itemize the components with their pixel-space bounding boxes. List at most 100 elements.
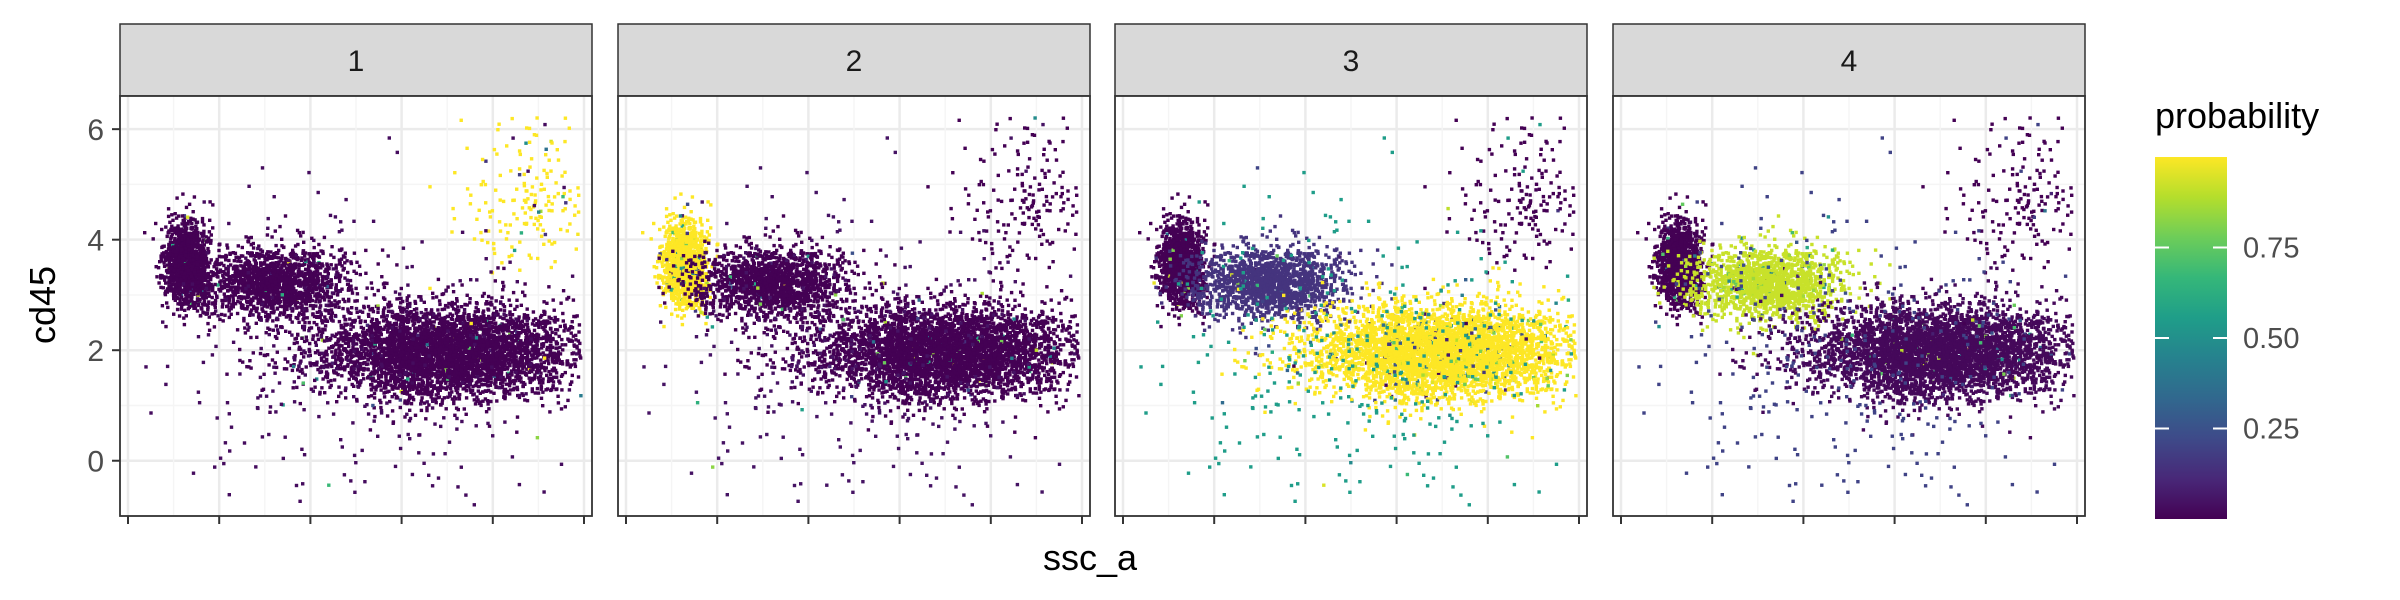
data-point bbox=[305, 316, 309, 320]
data-point bbox=[353, 299, 357, 303]
data-point bbox=[265, 319, 269, 323]
data-point bbox=[372, 293, 377, 297]
data-point bbox=[309, 270, 313, 274]
data-point bbox=[548, 321, 552, 325]
data-point bbox=[257, 256, 261, 260]
data-point bbox=[241, 272, 245, 277]
data-point bbox=[200, 272, 204, 277]
data-point bbox=[320, 287, 325, 291]
data-point bbox=[316, 315, 320, 319]
data-point bbox=[291, 267, 295, 271]
data-point bbox=[291, 251, 296, 255]
data-point bbox=[285, 277, 289, 281]
data-point bbox=[183, 228, 187, 232]
data-point bbox=[220, 286, 224, 291]
data-point bbox=[207, 291, 211, 296]
data-point bbox=[268, 267, 272, 272]
data-point bbox=[206, 305, 210, 310]
data-point bbox=[236, 274, 240, 278]
data-point bbox=[449, 302, 454, 307]
data-point bbox=[164, 324, 168, 329]
data-point bbox=[200, 260, 204, 264]
data-point bbox=[180, 295, 184, 299]
data-point bbox=[276, 264, 280, 269]
data-point bbox=[296, 296, 301, 300]
data-point bbox=[262, 254, 267, 258]
data-point bbox=[320, 274, 324, 279]
data-point bbox=[266, 299, 270, 303]
data-point bbox=[162, 261, 166, 265]
data-point bbox=[312, 258, 316, 262]
data-point bbox=[242, 316, 246, 321]
data-point bbox=[311, 306, 315, 311]
data-point bbox=[201, 240, 205, 244]
data-point bbox=[264, 310, 268, 315]
data-point bbox=[160, 227, 164, 232]
data-point bbox=[244, 272, 248, 276]
data-point bbox=[354, 271, 358, 275]
data-point bbox=[154, 265, 158, 269]
data-point bbox=[239, 272, 243, 276]
data-point bbox=[266, 256, 271, 261]
data-point bbox=[302, 298, 306, 302]
data-point bbox=[242, 289, 247, 293]
data-point bbox=[325, 289, 330, 294]
data-point bbox=[176, 228, 181, 232]
data-point bbox=[209, 258, 213, 262]
data-point bbox=[260, 307, 264, 311]
data-point bbox=[163, 255, 168, 259]
data-point bbox=[205, 279, 210, 283]
data-point bbox=[496, 266, 500, 270]
data-point bbox=[270, 282, 274, 287]
data-point bbox=[170, 272, 174, 277]
data-point bbox=[533, 323, 537, 327]
data-point bbox=[424, 417, 428, 421]
data-point bbox=[205, 311, 210, 315]
data-point bbox=[159, 254, 163, 258]
data-point bbox=[171, 245, 176, 249]
data-point bbox=[280, 304, 285, 309]
data-point bbox=[181, 254, 185, 259]
data-point bbox=[246, 259, 251, 264]
data-point bbox=[172, 296, 176, 301]
data-point bbox=[256, 301, 260, 306]
data-point bbox=[490, 296, 494, 300]
data-point bbox=[174, 283, 178, 288]
data-point bbox=[252, 264, 256, 269]
data-point bbox=[218, 270, 223, 274]
data-point bbox=[195, 288, 199, 293]
data-point bbox=[252, 296, 256, 300]
data-point bbox=[499, 381, 503, 386]
data-point bbox=[258, 276, 263, 281]
data-point bbox=[186, 261, 191, 265]
data-point bbox=[168, 252, 172, 256]
data-point bbox=[215, 270, 220, 274]
data-point bbox=[265, 305, 269, 309]
data-point bbox=[268, 302, 273, 306]
data-point bbox=[399, 286, 403, 291]
data-point bbox=[202, 278, 207, 282]
data-point bbox=[159, 285, 163, 290]
data-point bbox=[290, 278, 295, 283]
data-point bbox=[229, 285, 233, 289]
data-point bbox=[195, 254, 199, 259]
data-point bbox=[316, 292, 320, 296]
data-point bbox=[334, 263, 338, 267]
data-point bbox=[186, 222, 190, 226]
data-point bbox=[242, 271, 246, 275]
data-point bbox=[203, 289, 207, 294]
data-point bbox=[315, 310, 319, 315]
data-point bbox=[250, 251, 254, 255]
data-point bbox=[209, 241, 213, 245]
data-point bbox=[181, 229, 185, 234]
data-point bbox=[560, 337, 564, 342]
data-point bbox=[165, 301, 169, 305]
data-point bbox=[239, 280, 243, 284]
data-point bbox=[167, 247, 171, 251]
data-point bbox=[235, 311, 240, 316]
data-point bbox=[296, 270, 301, 274]
data-point bbox=[294, 255, 298, 259]
data-point bbox=[229, 287, 233, 291]
data-point bbox=[207, 294, 211, 298]
data-point bbox=[190, 295, 194, 299]
